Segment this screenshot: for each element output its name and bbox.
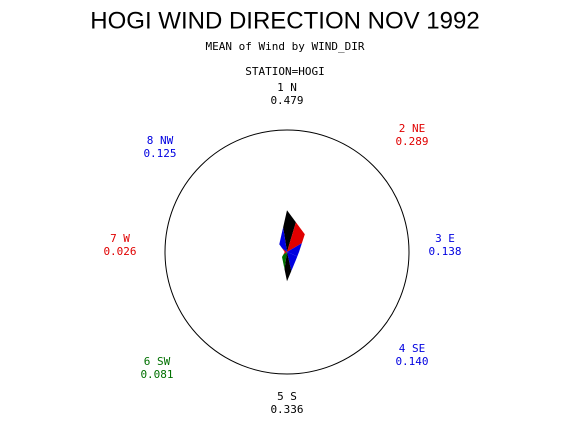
direction-label: 3 E [435, 232, 455, 245]
value-label: 0.336 [270, 403, 303, 416]
value-label: 0.479 [270, 94, 303, 107]
direction-label: 2 NE [399, 122, 426, 135]
star-wedge [283, 210, 296, 252]
star-wedge [282, 252, 287, 270]
value-label: 0.125 [143, 147, 176, 160]
direction-label: 6 SW [144, 355, 171, 368]
outer-circle [164, 129, 410, 375]
direction-label: 8 NW [147, 134, 174, 147]
chart-subtitle: MEAN of Wind by WIND_DIR [206, 40, 365, 53]
direction-label: 4 SE [399, 342, 426, 355]
station-label: STATION=HOGI [245, 65, 324, 78]
value-label: 0.289 [395, 135, 428, 148]
value-label: 0.138 [428, 245, 461, 258]
star-wedge [279, 227, 287, 252]
direction-label: 7 W [110, 232, 130, 245]
value-label: 0.081 [140, 368, 173, 381]
star-wedge [287, 243, 302, 257]
star-wedge [284, 252, 292, 282]
direction-label: 1 N [277, 81, 297, 94]
value-label: 0.026 [103, 245, 136, 258]
direction-label: 5 S [277, 390, 297, 403]
value-label: 0.140 [395, 355, 428, 368]
star-wedge [287, 252, 298, 271]
star-wedge [282, 248, 287, 255]
chart-title: HOGI WIND DIRECTION NOV 1992 [90, 7, 479, 34]
star-wedge [287, 222, 305, 252]
